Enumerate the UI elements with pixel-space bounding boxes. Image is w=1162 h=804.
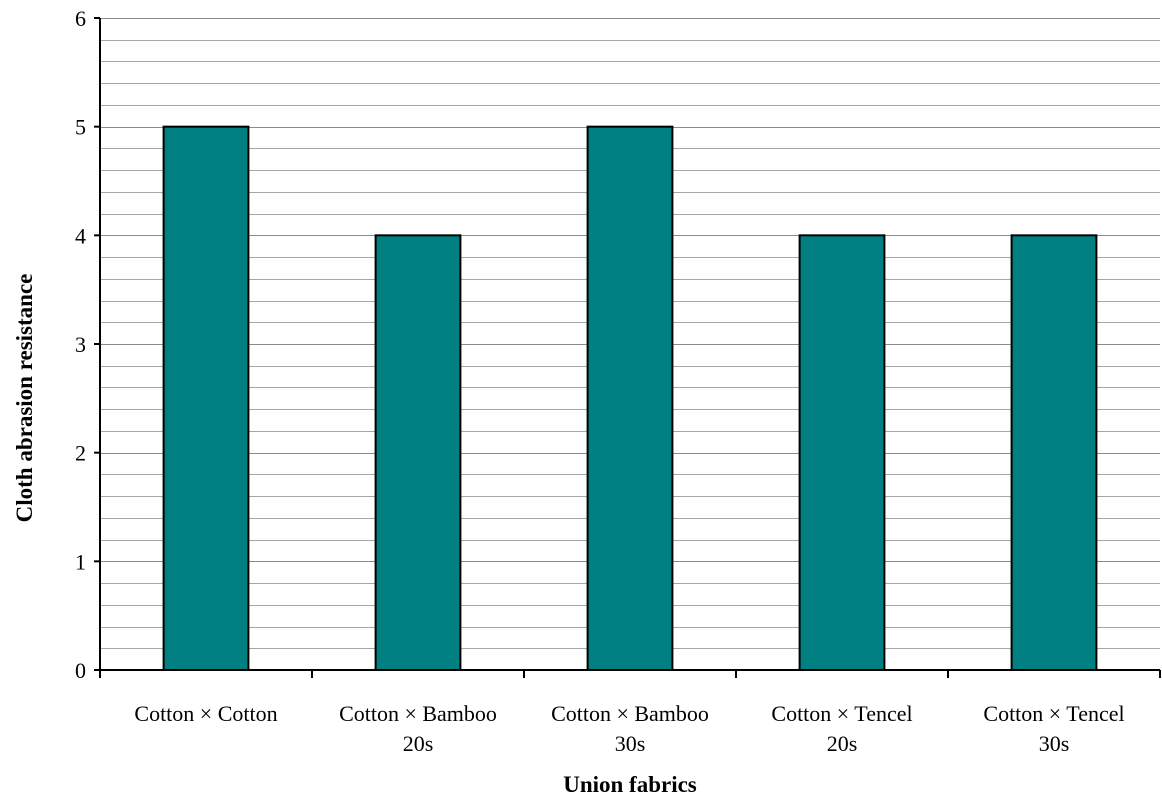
x-tick-label-4: Cotton × Tencel 20s [771,701,912,756]
bar-4 [798,234,886,671]
bar-5 [1010,234,1098,671]
x-tick-label-line: 30s [615,731,646,756]
y-tick-label: 1 [75,549,86,574]
x-tick-label-line: 20s [403,731,434,756]
x-tick-label-1: Cotton × Cotton [134,701,277,726]
y-tick-label: 5 [75,115,86,140]
bar-1 [162,125,250,671]
x-tick-label-3: Cotton × Bamboo 30s [551,701,709,756]
x-tick-label-line: 30s [1039,731,1070,756]
x-tick-labels: Cotton × Cotton Cotton × Bamboo 20sCotton … [134,701,1124,756]
y-tick-label: 2 [75,441,86,466]
x-tick-label-5: Cotton × Tencel 30s [983,701,1124,756]
y-tick-label: 0 [75,658,86,683]
x-tick-label-2: Cotton × Bamboo 20s [339,701,497,756]
y-tick-label: 4 [75,223,86,248]
y-tick-label: 6 [75,6,86,31]
x-tick-label-line: 20s [827,731,858,756]
x-tick-label-line: Cotton × Bamboo [339,701,497,726]
bar-2 [374,234,462,671]
x-tick-label-line: Cotton × Tencel [771,701,912,726]
x-tick-label-line: Cotton × Cotton [134,701,277,726]
axes [94,17,1161,678]
x-tick-label-line: Cotton × Tencel [983,701,1124,726]
x-tick-label-line: Cotton × Bamboo [551,701,709,726]
y-axis-title: Cloth abrasion resistance [12,274,37,523]
x-axis-title: Union fabrics [563,772,697,797]
bars [162,125,1098,671]
y-tick-labels: 0 1 2 3 4 5 6 [75,6,86,683]
bar-3 [586,125,674,671]
y-tick-label: 3 [75,332,86,357]
